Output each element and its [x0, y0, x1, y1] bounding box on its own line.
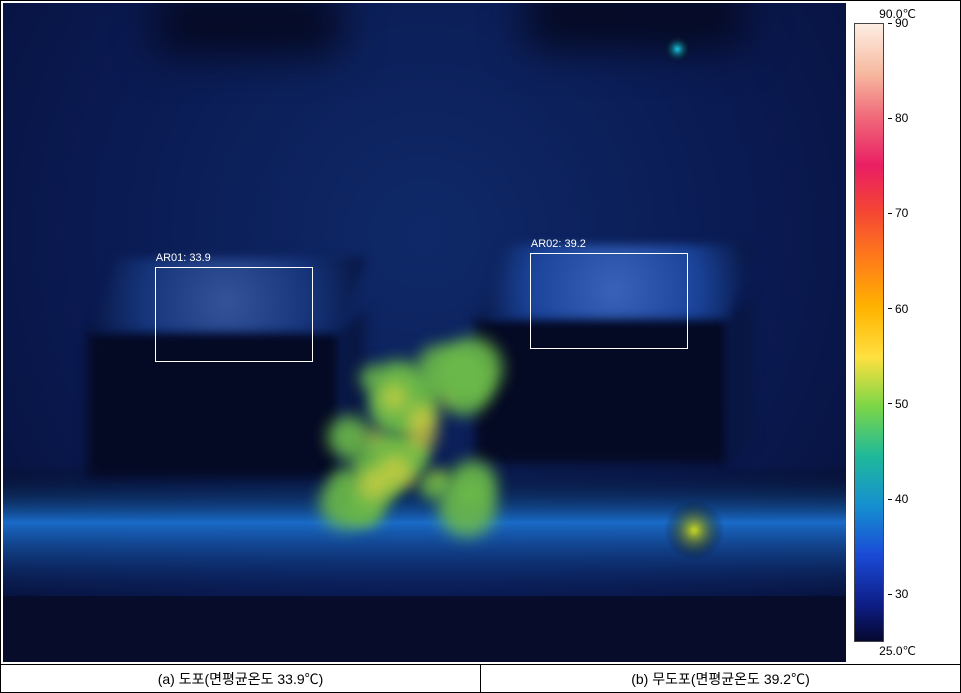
thermal-image-area: AR01: 33.9 AR02: 39.2: [3, 3, 846, 662]
caption-left: (a) 도포(면평균온도 33.9℃): [1, 665, 481, 692]
roi-box-AR02: AR02: 39.2: [530, 253, 688, 349]
roi-label-AR02: AR02: 39.2: [531, 238, 586, 250]
thermal-canvas: [3, 3, 846, 662]
scale-tick: 40: [888, 492, 908, 506]
caption-right: (b) 무도포(면평균온도 39.2℃): [481, 665, 960, 692]
roi-box-AR01: AR01: 33.9: [155, 267, 313, 363]
scale-tick: 80: [888, 111, 908, 125]
figure-frame: AR01: 33.9AR02: 39.2 90.0℃ 9080706050403…: [0, 0, 961, 693]
scale-tick: 30: [888, 587, 908, 601]
caption-row: (a) 도포(면평균온도 33.9℃) (b) 무도포(면평균온도 39.2℃): [1, 664, 960, 692]
scale-ticks: 90807060504030: [884, 23, 956, 642]
color-scale-column: 90.0℃ 90807060504030 25.0℃: [848, 1, 960, 664]
scale-tick: 70: [888, 206, 908, 220]
roi-label-AR01: AR01: 33.9: [156, 252, 211, 264]
scale-body: 90807060504030: [854, 23, 956, 642]
scale-tick: 90: [888, 16, 908, 30]
scale-tick: 60: [888, 302, 908, 316]
scale-tick: 50: [888, 397, 908, 411]
color-scale-bar: [854, 23, 884, 642]
figure-main-row: AR01: 33.9AR02: 39.2 90.0℃ 9080706050403…: [1, 1, 960, 664]
scale-min-label: 25.0℃: [854, 644, 956, 658]
